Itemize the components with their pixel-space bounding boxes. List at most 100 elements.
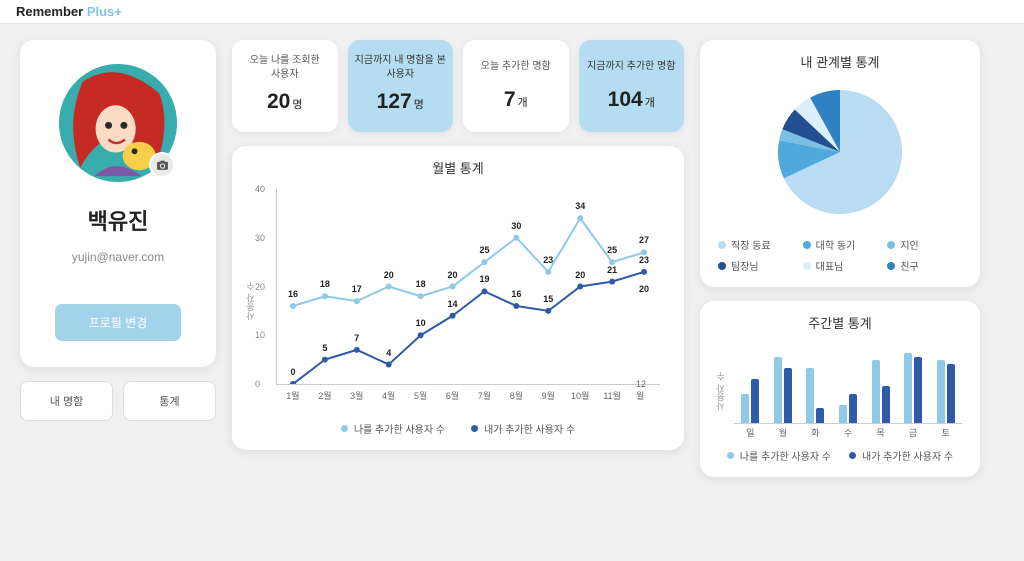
x-tick: 1월	[286, 389, 299, 402]
point-label: 19	[479, 274, 489, 284]
x-tick: 5월	[414, 389, 427, 402]
stat-unit: 명	[292, 99, 302, 111]
point-label: 23	[543, 255, 553, 265]
main: 백유진 yujin@naver.com 프로필 변경 내 명함 통계 오늘 나를…	[0, 24, 1024, 493]
bar	[806, 368, 814, 423]
bar	[904, 353, 912, 423]
x-tick: 7월	[478, 389, 491, 402]
point-label: 23	[639, 255, 649, 265]
point-label: 21	[607, 265, 617, 275]
bar-x-tick: 목	[876, 426, 884, 439]
bar-group	[774, 357, 792, 423]
bar-group	[904, 353, 922, 423]
bar	[849, 394, 857, 423]
bar	[784, 368, 792, 423]
point-label: 18	[416, 279, 426, 289]
bar	[937, 360, 945, 423]
weekly-chart-card: 주간별 통계 사용자 수 일월화수목금토 나를 추가한 사용자 수내가 추가한 …	[700, 301, 980, 477]
pie-legend-item: 대표님	[803, 258, 878, 273]
point-label: 16	[288, 289, 298, 299]
x-tick: 11월	[603, 389, 621, 402]
point-label: 30	[511, 221, 521, 231]
stat-label: 지금까지 내 명함을 본사용자	[354, 54, 448, 82]
stat-label: 오늘 추가한 명함	[469, 54, 563, 80]
monthly-chart-card: 월별 통계 사용자 수 0102030401월2월3월4월5월6월7월8월9월1…	[232, 146, 684, 450]
stat-label: 오늘 나를 조회한사용자	[238, 54, 332, 82]
bar-x-tick: 토	[942, 426, 950, 439]
tab-stats[interactable]: 통계	[123, 381, 216, 421]
bar	[947, 364, 955, 423]
weekly-legend-item: 내가 추가한 사용자 수	[849, 448, 953, 463]
point-label: 25	[607, 245, 617, 255]
stat-unit: 개	[645, 97, 655, 109]
stat-unit: 개	[518, 97, 528, 109]
app-header: Remember Plus+	[0, 0, 1024, 24]
point-label: 20	[639, 284, 649, 294]
x-tick: 3월	[350, 389, 363, 402]
x-tick: 2월	[318, 389, 331, 402]
bar-x-tick: 화	[811, 426, 819, 439]
profile-email: yujin@naver.com	[72, 250, 164, 264]
bar	[741, 394, 749, 423]
point-label: 20	[575, 270, 585, 280]
y-tick: 10	[255, 330, 265, 340]
pie-legend-item: 직장 동료	[718, 237, 793, 252]
weekly-chart-title: 주간별 통계	[714, 313, 966, 332]
bar-x-tick: 금	[909, 426, 917, 439]
bar-group	[872, 360, 890, 423]
point-label: 20	[448, 270, 458, 280]
point-label: 0	[290, 367, 295, 377]
stat-card[interactable]: 오늘 추가한 명함 7개	[463, 40, 569, 132]
point-label: 14	[448, 299, 458, 309]
brand-main: Remember	[16, 4, 83, 19]
camera-icon[interactable]	[149, 152, 175, 178]
weekly-chart: 사용자 수 일월화수목금토	[714, 338, 966, 444]
stat-row: 오늘 나를 조회한사용자 20명 지금까지 내 명함을 본사용자 127명 오늘 추가한…	[232, 40, 684, 132]
point-label: 4	[386, 348, 391, 358]
x-tick: 10월	[571, 389, 589, 402]
stat-value: 20명	[238, 90, 332, 114]
monthly-legend: 나를 추가한 사용자 수내가 추가한 사용자 수	[250, 421, 666, 436]
brand-plus: Plus+	[87, 4, 122, 19]
bar	[774, 357, 782, 423]
bar	[914, 357, 922, 423]
point-label: 10	[416, 318, 426, 328]
point-label: 27	[639, 235, 649, 245]
stat-card[interactable]: 지금까지 추가한 명함104개	[579, 40, 685, 132]
point-label: 5	[322, 343, 327, 353]
bar	[839, 405, 847, 423]
bar	[751, 379, 759, 423]
stat-unit: 명	[414, 99, 424, 111]
y-tick: 40	[255, 184, 265, 194]
avatar-wrap	[59, 64, 177, 182]
legend-item: 나를 추가한 사용자 수	[341, 421, 445, 436]
edit-profile-button[interactable]: 프로필 변경	[55, 304, 182, 341]
pie-legend-item: 지인	[887, 237, 962, 252]
pie-chart-title: 내 관계별 통계	[714, 52, 966, 71]
x-tick: 6월	[446, 389, 459, 402]
point-label: 20	[384, 270, 394, 280]
stat-value: 7개	[469, 88, 563, 112]
pie-legend-item: 친구	[887, 258, 962, 273]
stat-card[interactable]: 오늘 나를 조회한사용자 20명	[232, 40, 338, 132]
bar	[816, 408, 824, 423]
tab-my-cards[interactable]: 내 명함	[20, 381, 113, 421]
x-tick: 4월	[382, 389, 395, 402]
point-label: 15	[543, 294, 553, 304]
profile-card: 백유진 yujin@naver.com 프로필 변경	[20, 40, 216, 367]
right-column: 내 관계별 통계 직장 동료대학 동기지인팀장님대표님친구 주간별 통계 사용자…	[700, 40, 980, 477]
point-label: 25	[479, 245, 489, 255]
point-label: 18	[320, 279, 330, 289]
bar	[882, 386, 890, 423]
pie-chart	[714, 77, 966, 227]
weekly-y-axis-label: 사용자 수	[714, 372, 727, 411]
x-tick: 9월	[542, 389, 555, 402]
y-tick: 20	[255, 282, 265, 292]
left-column: 백유진 yujin@naver.com 프로필 변경 내 명함 통계	[20, 40, 216, 477]
point-label: 7	[354, 333, 359, 343]
stat-value: 104개	[585, 88, 679, 112]
bar-group	[741, 379, 759, 423]
pie-legend-item: 대학 동기	[803, 237, 878, 252]
stat-card[interactable]: 지금까지 내 명함을 본사용자 127명	[348, 40, 454, 132]
stat-value: 127명	[354, 90, 448, 114]
